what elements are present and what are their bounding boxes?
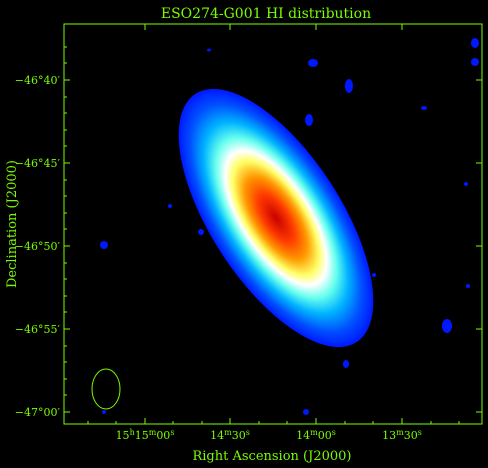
x-axis-title: Right Ascension (J2000) [192, 449, 351, 464]
y-tick-label: −46°55′ [15, 323, 61, 336]
y-axis-title: Declination (J2000) [5, 160, 20, 288]
y-tick-label: −47°00′ [15, 406, 61, 419]
y-ticks [64, 46, 482, 413]
y-tick-labels: −46°40′ −46°45′ −46°50′ −46°55′ −47°00′ [15, 74, 61, 419]
y-tick-label: −46°50′ [15, 240, 61, 253]
hi-emission [178, 88, 374, 348]
x-tick-label: 14m30s [210, 428, 250, 442]
x-tick-label: 13m30s [382, 428, 422, 442]
x-tick-label: 14m00s [296, 428, 336, 442]
y-tick-label: −46°40′ [15, 74, 61, 87]
x-tick-labels: 15h15m00s 14m30s 14m00s 13m30s [116, 428, 422, 442]
x-ticks [87, 24, 460, 424]
y-tick-label: −46°45′ [15, 157, 61, 170]
beam-marker [102, 410, 106, 414]
plot-title: ESO274-G001 HI distribution [161, 6, 371, 22]
noise-specks [100, 38, 479, 415]
x-tick-label: 15h15m00s [116, 428, 175, 442]
beam-ellipse [91, 368, 121, 410]
